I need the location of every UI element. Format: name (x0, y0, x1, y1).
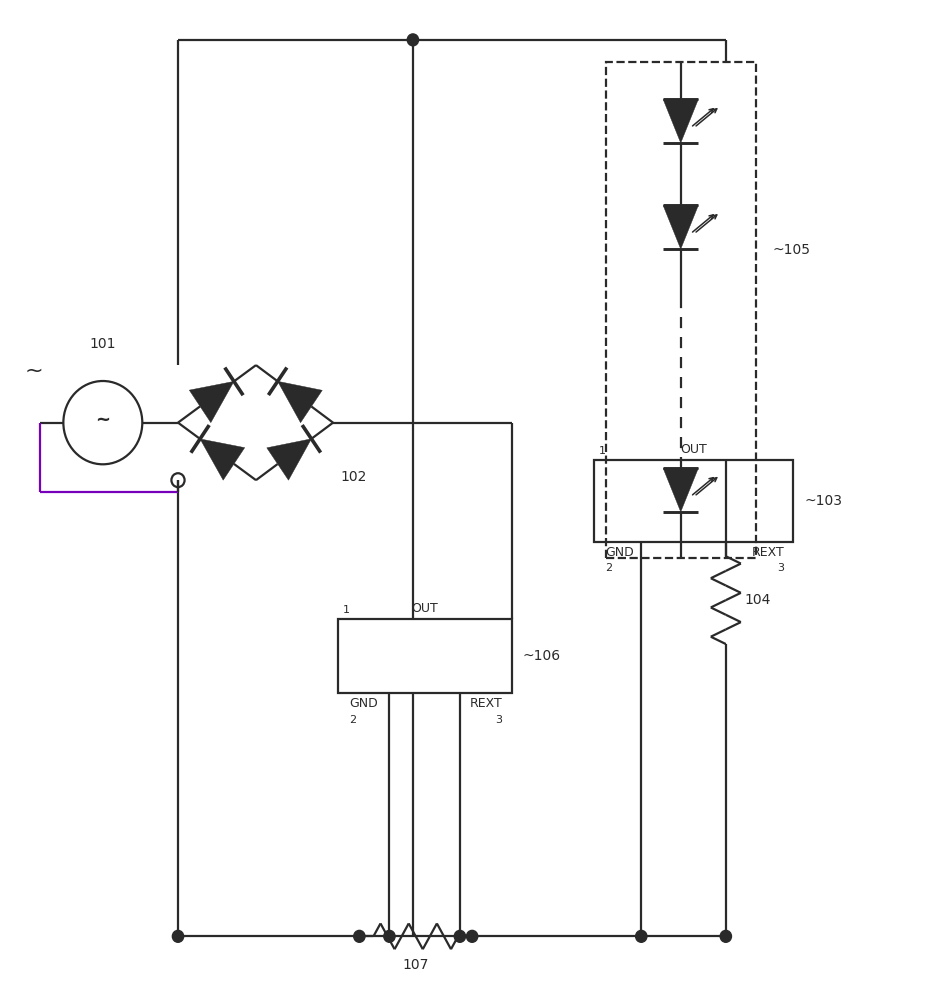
Circle shape (173, 930, 184, 942)
Polygon shape (266, 439, 311, 480)
Polygon shape (200, 439, 245, 480)
Text: 101: 101 (89, 337, 116, 351)
Polygon shape (190, 381, 234, 423)
Bar (337, 619, 512, 693)
Text: 1: 1 (342, 605, 350, 615)
Text: 1: 1 (599, 446, 606, 456)
Text: 107: 107 (403, 958, 428, 972)
Circle shape (720, 930, 732, 942)
Bar (594, 460, 793, 542)
Text: 104: 104 (744, 593, 771, 607)
Text: 3: 3 (495, 715, 502, 725)
Text: ~106: ~106 (523, 649, 561, 663)
Polygon shape (664, 468, 699, 512)
Text: ~: ~ (25, 361, 44, 381)
Circle shape (408, 34, 419, 46)
Circle shape (454, 930, 465, 942)
Text: 2: 2 (606, 563, 612, 573)
Circle shape (635, 930, 647, 942)
Text: ~: ~ (96, 411, 110, 429)
Polygon shape (664, 205, 699, 249)
Text: OUT: OUT (411, 602, 438, 615)
Text: REXT: REXT (469, 697, 502, 710)
Circle shape (384, 930, 395, 942)
Text: REXT: REXT (752, 546, 784, 559)
Circle shape (466, 930, 478, 942)
Text: GND: GND (349, 697, 377, 710)
Polygon shape (278, 381, 322, 423)
Circle shape (354, 930, 365, 942)
Text: 2: 2 (349, 715, 356, 725)
Text: 102: 102 (340, 470, 367, 484)
Text: ~105: ~105 (773, 243, 811, 257)
Text: 3: 3 (777, 563, 784, 573)
Bar (606, 62, 756, 558)
Polygon shape (664, 99, 699, 143)
Text: GND: GND (606, 546, 634, 559)
Text: ~103: ~103 (805, 494, 843, 508)
Text: OUT: OUT (681, 443, 707, 456)
